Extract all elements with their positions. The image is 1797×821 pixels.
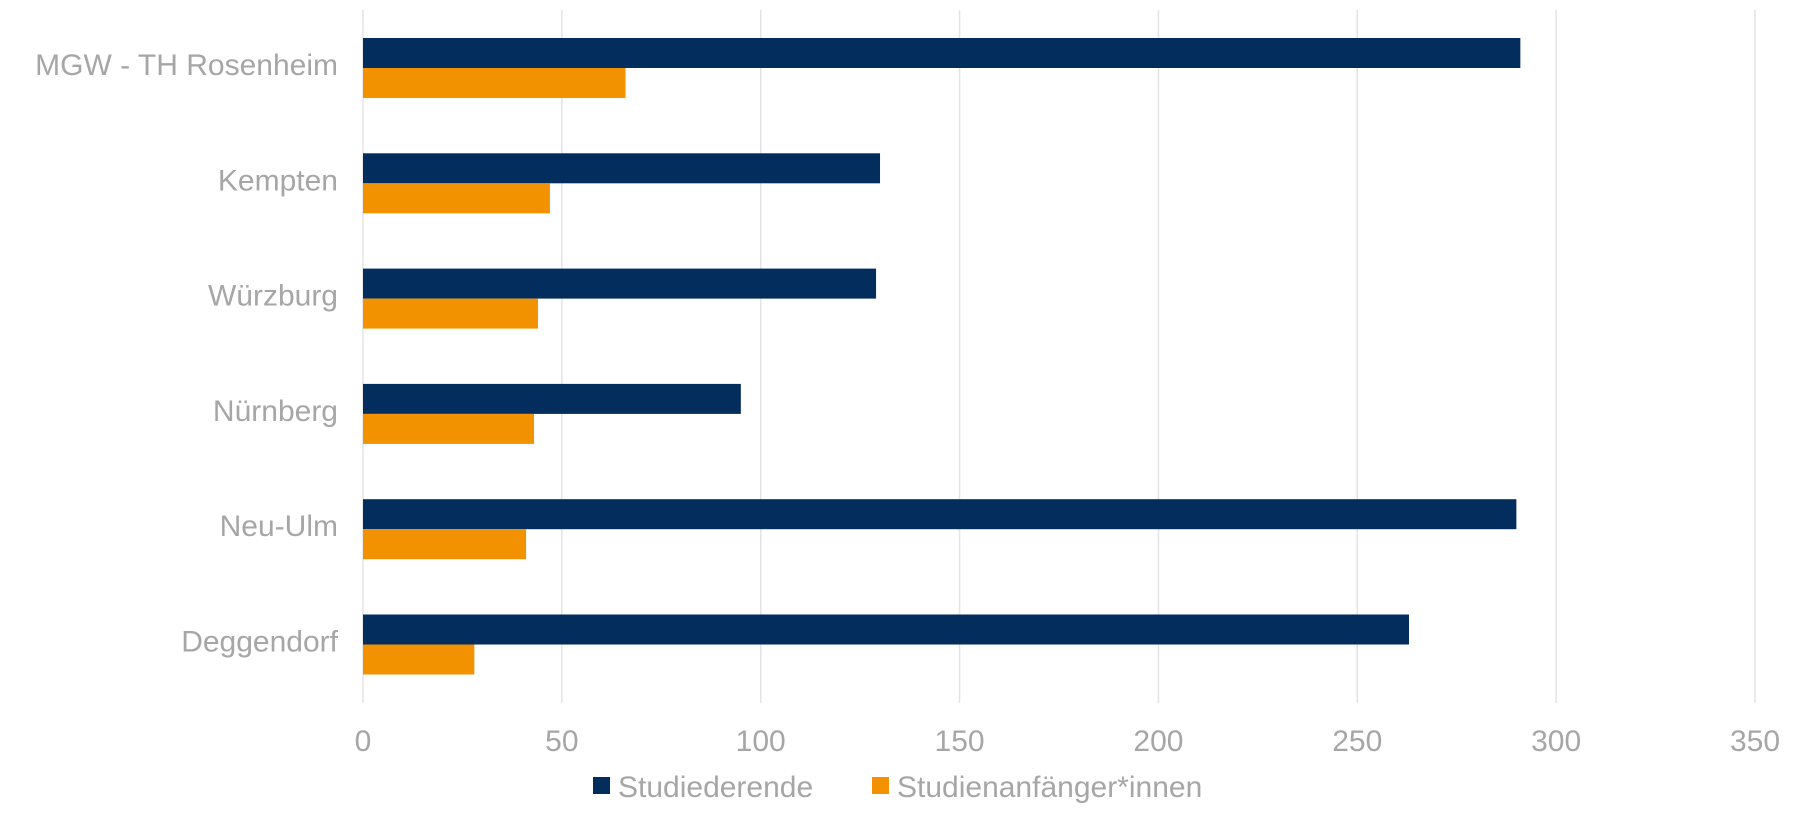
legend-swatch-studienanfaenger <box>872 777 889 794</box>
x-tick-label: 350 <box>1730 725 1780 758</box>
bar-studiederende-3 <box>363 383 741 414</box>
x-tick-label: 150 <box>935 725 985 758</box>
bar-studienanfaenger-5 <box>363 644 475 675</box>
x-tick-label: 200 <box>1133 725 1183 758</box>
bar-studienanfaenger-3 <box>363 413 535 444</box>
y-category-label: Neu-Ulm <box>220 510 338 543</box>
y-category-label: MGW - TH Rosenheim <box>35 49 338 82</box>
bar-studienanfaenger-1 <box>363 183 550 214</box>
x-tick-label: 300 <box>1531 725 1581 758</box>
y-category-label: Kempten <box>218 164 338 197</box>
legend-swatch-studiederende <box>593 777 610 794</box>
bar-studiederende-0 <box>363 38 1521 68</box>
legend-label: Studienanfänger*innen <box>897 771 1202 804</box>
bar-studiederende-4 <box>363 499 1517 530</box>
bar-studiederende-2 <box>363 268 877 299</box>
x-tick-label: 100 <box>736 725 786 758</box>
x-tick-label: 250 <box>1332 725 1382 758</box>
bar-studienanfaenger-2 <box>363 298 538 329</box>
y-category-label: Würzburg <box>208 280 338 313</box>
x-tick-label: 50 <box>545 725 578 758</box>
y-category-label: Deggendorf <box>181 626 338 659</box>
y-category-label: Nürnberg <box>213 395 338 428</box>
bar-studiederende-5 <box>363 614 1409 645</box>
x-tick-label: 0 <box>355 725 372 758</box>
bar-studienanfaenger-4 <box>363 529 527 560</box>
bar-studiederende-1 <box>363 153 881 184</box>
bar-studienanfaenger-0 <box>363 68 626 98</box>
legend-label: Studiederende <box>618 771 813 804</box>
